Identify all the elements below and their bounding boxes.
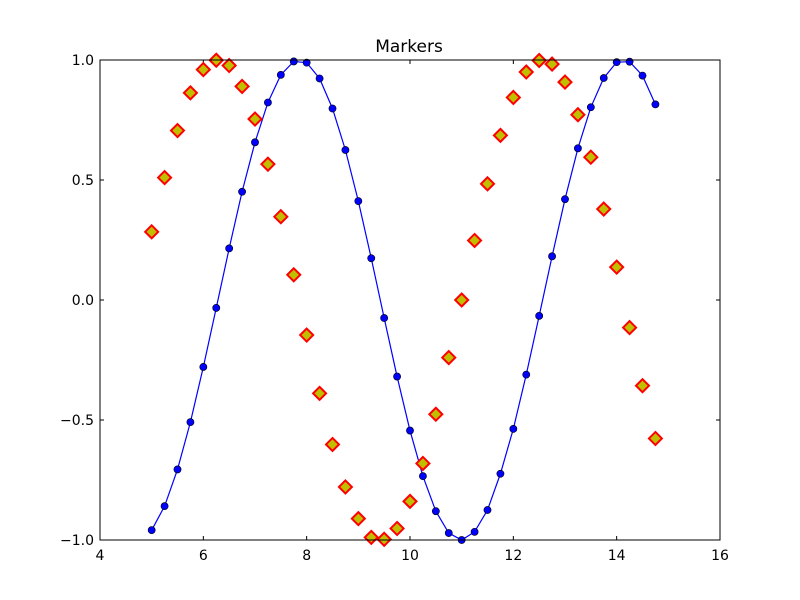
diamond-marker (415, 455, 431, 472)
data-point (419, 472, 427, 481)
data-point (548, 252, 556, 261)
data-point (160, 502, 169, 511)
diamond-marker (285, 266, 302, 283)
series-line (151, 60, 656, 541)
data-point (328, 104, 337, 113)
data-point (186, 418, 195, 427)
diamond-marker (402, 493, 418, 510)
diamond-marker (634, 377, 651, 394)
data-point (173, 465, 182, 474)
diamond-marker (621, 319, 638, 336)
y-tick-label: 0.5 (72, 173, 94, 189)
diamond-marker (311, 385, 328, 402)
data-point (509, 424, 518, 433)
y-tick-label: −0.5 (60, 413, 94, 429)
diamond-marker (427, 406, 444, 423)
chart-title: Markers (375, 37, 443, 57)
data-point (212, 304, 221, 312)
x-tick-label: 16 (711, 548, 729, 564)
diamond-marker (389, 520, 405, 537)
diamond-marker (182, 84, 199, 101)
x-tick-label: 4 (96, 548, 105, 564)
data-point (574, 144, 582, 153)
data-point (599, 74, 608, 82)
diamond-marker (544, 56, 560, 72)
diamond-marker (195, 61, 212, 78)
diamond-marker (234, 78, 250, 95)
x-tick-label: 14 (608, 548, 626, 564)
data-point (341, 146, 350, 154)
diamond-marker (260, 156, 276, 173)
data-point (406, 426, 414, 435)
data-point (625, 57, 634, 66)
diamond-marker (363, 529, 380, 546)
data-point (225, 244, 234, 253)
x-tick-label: 6 (199, 548, 208, 564)
plot-area (100, 60, 720, 540)
y-tick-label: −1.0 (60, 533, 94, 549)
x-tick-label: 12 (504, 548, 522, 564)
y-tick-label: 1.0 (72, 53, 94, 69)
diamond-marker (143, 223, 160, 240)
diamond-marker (518, 64, 535, 80)
diamond-marker (169, 122, 186, 139)
diamond-marker (492, 127, 509, 144)
diamond-marker (221, 57, 238, 74)
diamond-marker (350, 510, 367, 527)
data-point (470, 527, 479, 536)
data-point (199, 363, 208, 371)
diamond-marker (453, 292, 470, 308)
diamond-marker (479, 175, 496, 192)
data-point (535, 311, 544, 320)
diamond-marker (440, 349, 457, 366)
data-point (276, 70, 285, 79)
data-point (496, 469, 505, 478)
diamond-marker (466, 232, 483, 249)
data-point (586, 103, 595, 112)
diamond-marker (376, 531, 393, 548)
data-point (431, 507, 440, 516)
diamond-marker (505, 89, 522, 106)
data-point (561, 195, 569, 204)
diamond-marker (298, 327, 315, 343)
y-tick-label: 0.0 (72, 293, 94, 309)
data-point (393, 372, 401, 381)
plot-frame (99, 59, 721, 541)
diamond-marker (595, 201, 612, 217)
data-point (238, 187, 246, 196)
data-point (444, 529, 453, 537)
data-point (251, 138, 259, 147)
x-tick-label: 8 (302, 548, 311, 564)
data-point (302, 58, 311, 67)
diamond-marker (247, 111, 263, 127)
data-point (367, 254, 376, 263)
data-point (522, 370, 531, 379)
data-point (289, 57, 298, 66)
diamond-marker (156, 169, 173, 186)
diamond-marker (272, 208, 289, 225)
data-point (264, 98, 272, 107)
diamond-marker (608, 259, 625, 276)
diamond-marker (570, 106, 586, 123)
data-point (315, 74, 324, 83)
x-tick-label: 10 (401, 548, 419, 564)
diamond-marker (557, 74, 573, 90)
data-point (651, 100, 660, 109)
data-point (354, 197, 363, 206)
diamond-marker (337, 479, 354, 495)
data-point (638, 71, 647, 80)
data-point (147, 526, 156, 535)
series-0 (147, 57, 660, 544)
diamond-marker (647, 430, 664, 447)
diamond-marker (324, 436, 341, 453)
data-point (380, 314, 389, 322)
data-point (483, 506, 492, 514)
diamond-marker (582, 149, 599, 166)
